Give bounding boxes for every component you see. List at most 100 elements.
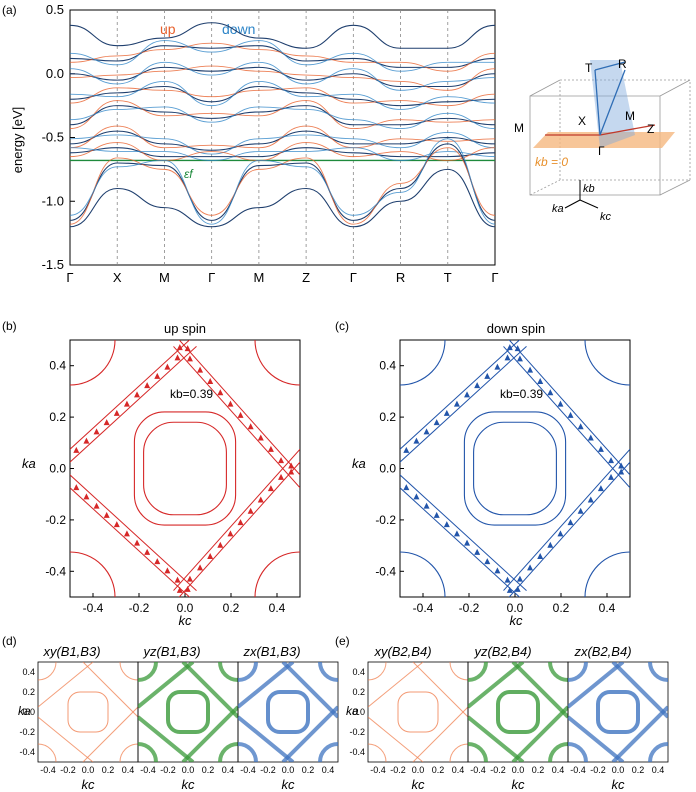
spin-arrow [587,434,594,441]
orbital-pocket [166,690,210,734]
band-lines [69,22,496,228]
orbital-sheet [511,705,568,762]
fs-sheet-line [503,346,630,489]
x-tick-label: -0.4 [240,765,256,775]
orbital-contours [138,662,238,762]
kpath-label: R [396,270,405,285]
x-tick-label: 0.0 [182,765,195,775]
bz-point-T: T [585,61,593,75]
x-tick-label: 0.4 [122,765,135,775]
kb-zero-plane [533,132,675,148]
spin-arrow [618,462,625,469]
spin-arrow [197,564,204,571]
band-line [69,130,496,151]
fs-center-pocket [473,421,557,516]
spin-arrow [257,434,264,441]
ka-axis-label-d: ka [18,704,31,718]
bz-edge [659,79,691,97]
orbital-sheet [281,662,338,719]
spin-arrow [176,344,183,351]
x-tick-label: -0.2 [60,765,76,775]
spin-arrow [103,511,110,518]
spin-arrow [83,437,90,444]
x-tick-label: -0.2 [260,765,276,775]
kpath-label: M [253,270,264,285]
panel-label-d: (d) [2,634,17,648]
spin-arrow [257,496,264,503]
orbital-sheet [181,662,238,719]
spin-arrow [516,575,523,582]
kb-annotation-down: kb=0.39 [500,387,543,401]
orbital-sheet [568,662,625,709]
fermi-surface-down: down spin kb=0.39 kc ka -0.4 0.4 -0.2 0.2 0.… [352,321,631,628]
kb-annotation-up: kb=0.39 [170,387,213,401]
spin-arrow [608,473,615,480]
x-tick-label: 0.0 [412,765,425,775]
bz-point-Gamma: Γ [598,144,605,158]
spin-arrow [443,409,450,416]
x-tick-label: -0.2 [160,765,176,775]
y-tick-label: -1.0 [42,193,64,208]
spin-arrow [164,363,171,370]
fs-contours [70,340,300,597]
fs-sheet-line [178,340,300,476]
x-tick-label: 0.4 [322,765,335,775]
spin-arrow [537,553,544,560]
spin-arrow [184,345,191,352]
spin-arrow [577,507,584,514]
spin-arrow [278,473,285,480]
spin-arrow [197,366,204,373]
band-line-down [69,106,496,130]
fs-sheet-line [173,346,300,489]
spin-arrow [113,521,120,528]
orbital-frame [37,661,139,763]
spin-arrow [267,485,274,492]
spin-arrow [423,502,430,509]
fs-center-pocket [143,421,227,516]
kc-axis-label: kc [412,777,426,792]
fermi-level-label: εf [184,167,194,181]
orbital-frame [467,661,569,763]
spin-arrow [237,411,244,418]
x-tick-label: 0.0 [612,765,625,775]
orbital-sheet [181,705,238,762]
spin-arrow [174,576,181,583]
panel-label-b: (b) [2,319,17,333]
y-tick-label: 0.4 [22,667,35,677]
bz-path-gamma-t [594,69,601,136]
fs-sheet-line [178,461,300,597]
spin-arrow [113,409,120,416]
bz-edge [529,179,561,196]
spin-arrow [288,462,295,469]
x-tick-label: 0.0 [177,601,194,615]
panel-label-a: (a) [2,3,17,17]
band-line [69,168,496,228]
spin-arrow [443,521,450,528]
spin-arrow [174,354,181,361]
x-tick-label: -0.2 [459,601,480,615]
spin-arrow [453,530,460,537]
orbital-sheet [138,662,195,709]
orbital-pocket [266,690,310,734]
spin-arrow [217,389,224,396]
spin-arrow [73,446,80,453]
kpath-label: Γ [491,270,498,285]
spin-arrow [207,377,214,384]
ka-axis-label: ka [552,203,564,215]
orbital-sheet [38,662,94,708]
x-tick-label: 0.4 [552,765,565,775]
band-axis-ticks: 0.50.0-0.5-1.0-1.5Γ X M Γ M Z Γ R T Γ [42,2,499,285]
fs-frame [399,339,631,598]
spin-arrow [494,363,501,370]
x-tick-label: -0.2 [129,601,150,615]
x-tick-label: 0.0 [82,765,95,775]
spin-arrow [247,423,254,430]
spin-arrow [527,366,534,373]
spin-arrow [474,382,481,389]
spin-arrow [103,419,110,426]
spin-arrow [484,372,491,379]
x-tick-label: -0.4 [40,765,56,775]
y-tick-label: -0.4 [375,564,396,578]
orbital-contours [38,662,138,762]
y-tick-label: 0.0 [379,462,396,476]
